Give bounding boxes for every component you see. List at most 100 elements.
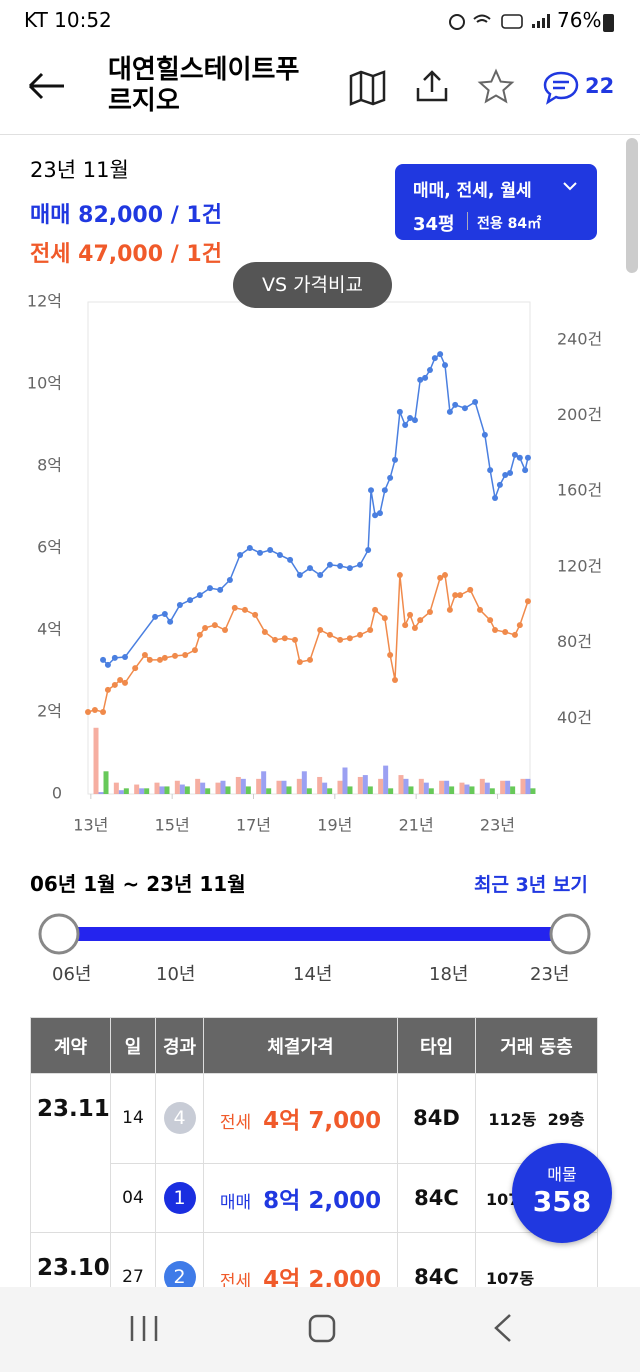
count-bar xyxy=(362,775,368,794)
price-point xyxy=(337,563,344,570)
back-button[interactable] xyxy=(24,66,68,106)
count-bar xyxy=(322,782,328,794)
price-point xyxy=(241,606,248,613)
slider-tick: 10년 xyxy=(156,964,196,985)
count-bar xyxy=(489,788,495,794)
count-bar xyxy=(347,786,353,794)
favorite-button[interactable] xyxy=(477,68,515,106)
count-bar xyxy=(408,786,414,794)
price-point xyxy=(187,597,194,604)
count-bar xyxy=(327,788,333,794)
count-bar xyxy=(164,786,170,794)
count-bar xyxy=(423,782,429,794)
count-bar xyxy=(378,778,384,794)
map-button[interactable] xyxy=(348,70,388,106)
status-bar xyxy=(0,0,640,40)
compare-button[interactable]: VS 가격비교 xyxy=(233,262,392,308)
count-bar xyxy=(266,788,272,794)
price-point xyxy=(511,451,518,458)
filter-button[interactable]: 매매, 전세, 월세 34평 전용 84㎡ xyxy=(395,164,597,240)
price-point xyxy=(402,622,409,629)
count-bar xyxy=(296,778,302,794)
title-line: 대연힐스테이트푸 xyxy=(108,55,300,85)
price-point xyxy=(211,622,218,629)
comment-button[interactable] xyxy=(542,70,580,106)
count-bar xyxy=(144,788,150,794)
price-point xyxy=(357,561,364,568)
price-point xyxy=(396,408,403,415)
count-bar xyxy=(195,778,201,794)
price-point xyxy=(346,565,353,572)
count-bar xyxy=(530,788,536,794)
price-point xyxy=(431,355,438,362)
price-point xyxy=(442,362,449,369)
price-point xyxy=(176,601,183,608)
price-point xyxy=(407,611,414,618)
day: 14 xyxy=(110,1073,156,1164)
count-bar xyxy=(510,786,516,794)
price-point xyxy=(372,606,379,613)
price-point xyxy=(296,658,303,665)
y2-tick-label: 200건 xyxy=(557,405,602,424)
count-bar xyxy=(383,765,389,794)
listings-button[interactable]: 매물 358 xyxy=(512,1143,612,1243)
price-point xyxy=(326,631,333,638)
price-line xyxy=(102,352,529,666)
price-point xyxy=(442,572,449,579)
price-point xyxy=(196,592,203,599)
range-slider[interactable] xyxy=(0,905,640,965)
price-point xyxy=(132,665,139,672)
price-point xyxy=(437,574,444,581)
price-point xyxy=(161,654,168,661)
count-bar xyxy=(357,776,363,794)
count-bar xyxy=(525,778,531,794)
y-tick-label: 2억 xyxy=(37,702,62,721)
price-point xyxy=(111,681,118,688)
price-point xyxy=(217,586,224,593)
price-point xyxy=(367,627,374,633)
price-point xyxy=(152,613,159,620)
y-tick-label: 12억 xyxy=(27,292,62,311)
x-tick-label: 13년 xyxy=(73,816,108,835)
price-point xyxy=(381,487,388,494)
range-label: 06년 1월 ~ 23년 11월 xyxy=(30,872,246,896)
count-bar xyxy=(179,784,185,794)
share-button[interactable] xyxy=(414,68,450,104)
separator xyxy=(467,212,468,230)
count-bar xyxy=(205,788,211,794)
price-point xyxy=(452,401,459,408)
count-bar xyxy=(261,771,267,794)
price-point xyxy=(291,636,298,643)
table-row[interactable]: 23.11 14 4 전세 4억 7,000 84D 112동 29층 xyxy=(30,1073,598,1164)
price-point xyxy=(387,652,394,659)
price-point xyxy=(202,624,209,631)
price-point xyxy=(507,469,514,476)
price-point xyxy=(446,606,453,613)
count-bar xyxy=(520,778,526,794)
count-bar xyxy=(276,780,282,794)
count-bar xyxy=(123,788,129,794)
count-bar xyxy=(398,775,404,794)
recent-button[interactable]: 최근 3년 보기 xyxy=(474,874,588,896)
plot-frame xyxy=(87,301,531,795)
price-point xyxy=(396,572,403,579)
y2-tick-label: 240건 xyxy=(557,329,602,348)
count-bar xyxy=(500,780,506,794)
price-point xyxy=(296,572,303,579)
price-point xyxy=(402,422,409,428)
price-point xyxy=(487,467,494,474)
price-point xyxy=(326,561,333,568)
slider-tick: 18년 xyxy=(429,964,469,985)
count-bar xyxy=(286,786,292,794)
price-point xyxy=(100,709,107,715)
contract-month: 23.11 xyxy=(30,1073,111,1163)
price-point xyxy=(167,618,174,625)
price-point xyxy=(392,677,399,684)
count-bar xyxy=(245,786,251,794)
count-bar xyxy=(439,780,445,794)
status-icons xyxy=(449,14,550,30)
price-point xyxy=(122,654,129,661)
listings-label: 매물 xyxy=(547,1165,577,1184)
price-point xyxy=(522,467,529,474)
